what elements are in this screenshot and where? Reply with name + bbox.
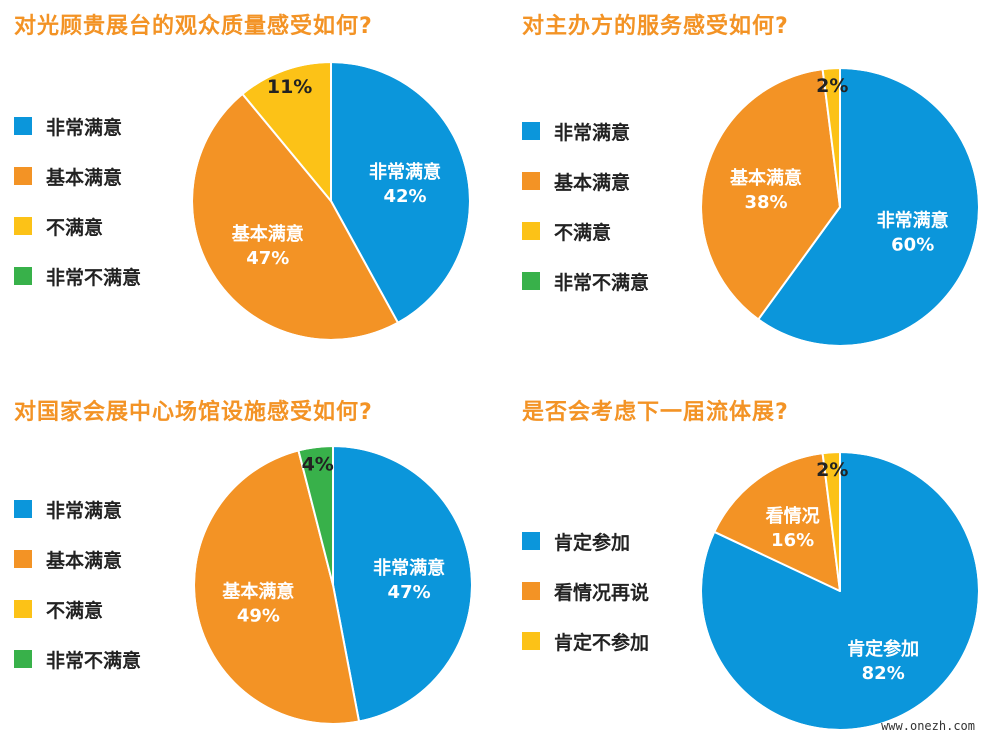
slice-percent-label: 47% [246,248,289,269]
legend-label: 非常不满意 [46,266,142,289]
chart-title: 对国家会展中心场馆设施感受如何? [14,400,373,425]
legend-item: 非常满意 [522,106,649,156]
legend-swatch [14,217,32,235]
legend-swatch [522,582,540,600]
slice-percent-label: 42% [383,186,426,207]
legend-label: 不满意 [46,216,104,239]
legend-item: 基本满意 [522,156,649,206]
legend-label: 非常满意 [46,116,123,139]
legend-label: 基本满意 [554,171,631,194]
slice-name-label: 非常满意 [877,210,949,232]
slice-name-label: 基本满意 [221,581,294,603]
legend-label: 基本满意 [46,549,123,572]
chart-title: 对主办方的服务感受如何? [522,14,789,39]
pie-outline [700,67,980,347]
legend-item: 不满意 [14,201,141,251]
pie-outline [191,61,471,341]
slice-percent-label: 49% [237,606,280,627]
legend-label: 非常不满意 [554,271,650,294]
slice-percent-label: 60% [891,235,934,256]
slice-percent-label: 47% [388,582,431,603]
legend-swatch [14,500,32,518]
legend-item: 非常不满意 [522,256,649,306]
slice-percent-label: 4% [302,454,334,476]
legend-item: 肯定不参加 [522,616,649,666]
slice-name-label: 非常满意 [369,161,441,183]
legend-item: 不满意 [14,584,141,634]
legend-item: 非常不满意 [14,634,141,684]
legend-swatch [522,632,540,650]
legend-swatch [14,600,32,618]
legend-label: 肯定参加 [554,531,631,554]
legend-item: 基本满意 [14,534,141,584]
legend-swatch [522,272,540,290]
pie-chart: 非常满意 60% 基本满意 38% 2% [700,67,980,347]
watermark: www.onezh.com [881,719,975,733]
slice-name-label: 基本满意 [231,223,304,245]
legend-label: 看情况再说 [554,581,650,604]
legend-item: 基本满意 [14,151,141,201]
slice-name-label: 非常满意 [373,557,445,579]
slice-name-label: 基本满意 [729,167,802,189]
slice-name-label: 肯定参加 [847,638,919,660]
legend-item: 非常满意 [14,484,141,534]
chart-legend: 非常满意 基本满意 不满意 非常不满意 [14,101,141,301]
slice-percent-label: 2% [816,75,848,97]
chart-panel-3: 对国家会展中心场馆设施感受如何? 非常满意 基本满意 不满意 非常不满意 非常满… [0,370,495,740]
slice-percent-label: 2% [816,459,848,481]
chart-title: 对光顾贵展台的观众质量感受如何? [14,14,373,39]
legend-item: 非常不满意 [14,251,141,301]
slice-percent-label: 11% [267,76,312,98]
legend-item: 非常满意 [14,101,141,151]
legend-item: 看情况再说 [522,566,649,616]
legend-swatch [14,550,32,568]
pie-chart: 肯定参加 82% 看情况 16% 2% [700,451,980,731]
legend-swatch [522,222,540,240]
legend-label: 非常不满意 [46,649,142,672]
legend-item: 不满意 [522,206,649,256]
slice-percent-label: 16% [771,530,814,551]
legend-label: 不满意 [46,599,104,622]
legend-label: 肯定不参加 [554,631,650,654]
pie-chart: 非常满意 47% 基本满意 49% 4% [193,445,473,725]
slice-percent-label: 38% [744,192,787,213]
pie-chart: 非常满意 42% 基本满意 47% 11% [191,61,471,341]
chart-panel-2: 对主办方的服务感受如何? 非常满意 基本满意 不满意 非常不满意 非常满意 60%… [495,0,990,370]
chart-legend: 非常满意 基本满意 不满意 非常不满意 [522,106,649,306]
legend-label: 基本满意 [46,166,123,189]
legend-label: 非常满意 [554,121,631,144]
legend-swatch [522,122,540,140]
pie-outline [193,445,473,725]
chart-panel-1: 对光顾贵展台的观众质量感受如何? 非常满意 基本满意 不满意 非常不满意 非常满… [0,0,495,370]
slice-name-label: 看情况 [765,505,820,527]
pie-outline [700,451,980,731]
legend-swatch [14,117,32,135]
chart-panel-4: 是否会考虑下一届流体展? 肯定参加 看情况再说 肯定不参加 肯定参加 82% 看情况… [495,370,990,740]
legend-swatch [522,532,540,550]
chart-title: 是否会考虑下一届流体展? [522,400,789,425]
chart-legend: 肯定参加 看情况再说 肯定不参加 [522,516,649,666]
legend-label: 不满意 [554,221,612,244]
legend-item: 肯定参加 [522,516,649,566]
legend-swatch [14,267,32,285]
legend-swatch [522,172,540,190]
legend-swatch [14,650,32,668]
slice-percent-label: 82% [862,663,905,684]
legend-label: 非常满意 [46,499,123,522]
chart-legend: 非常满意 基本满意 不满意 非常不满意 [14,484,141,684]
legend-swatch [14,167,32,185]
